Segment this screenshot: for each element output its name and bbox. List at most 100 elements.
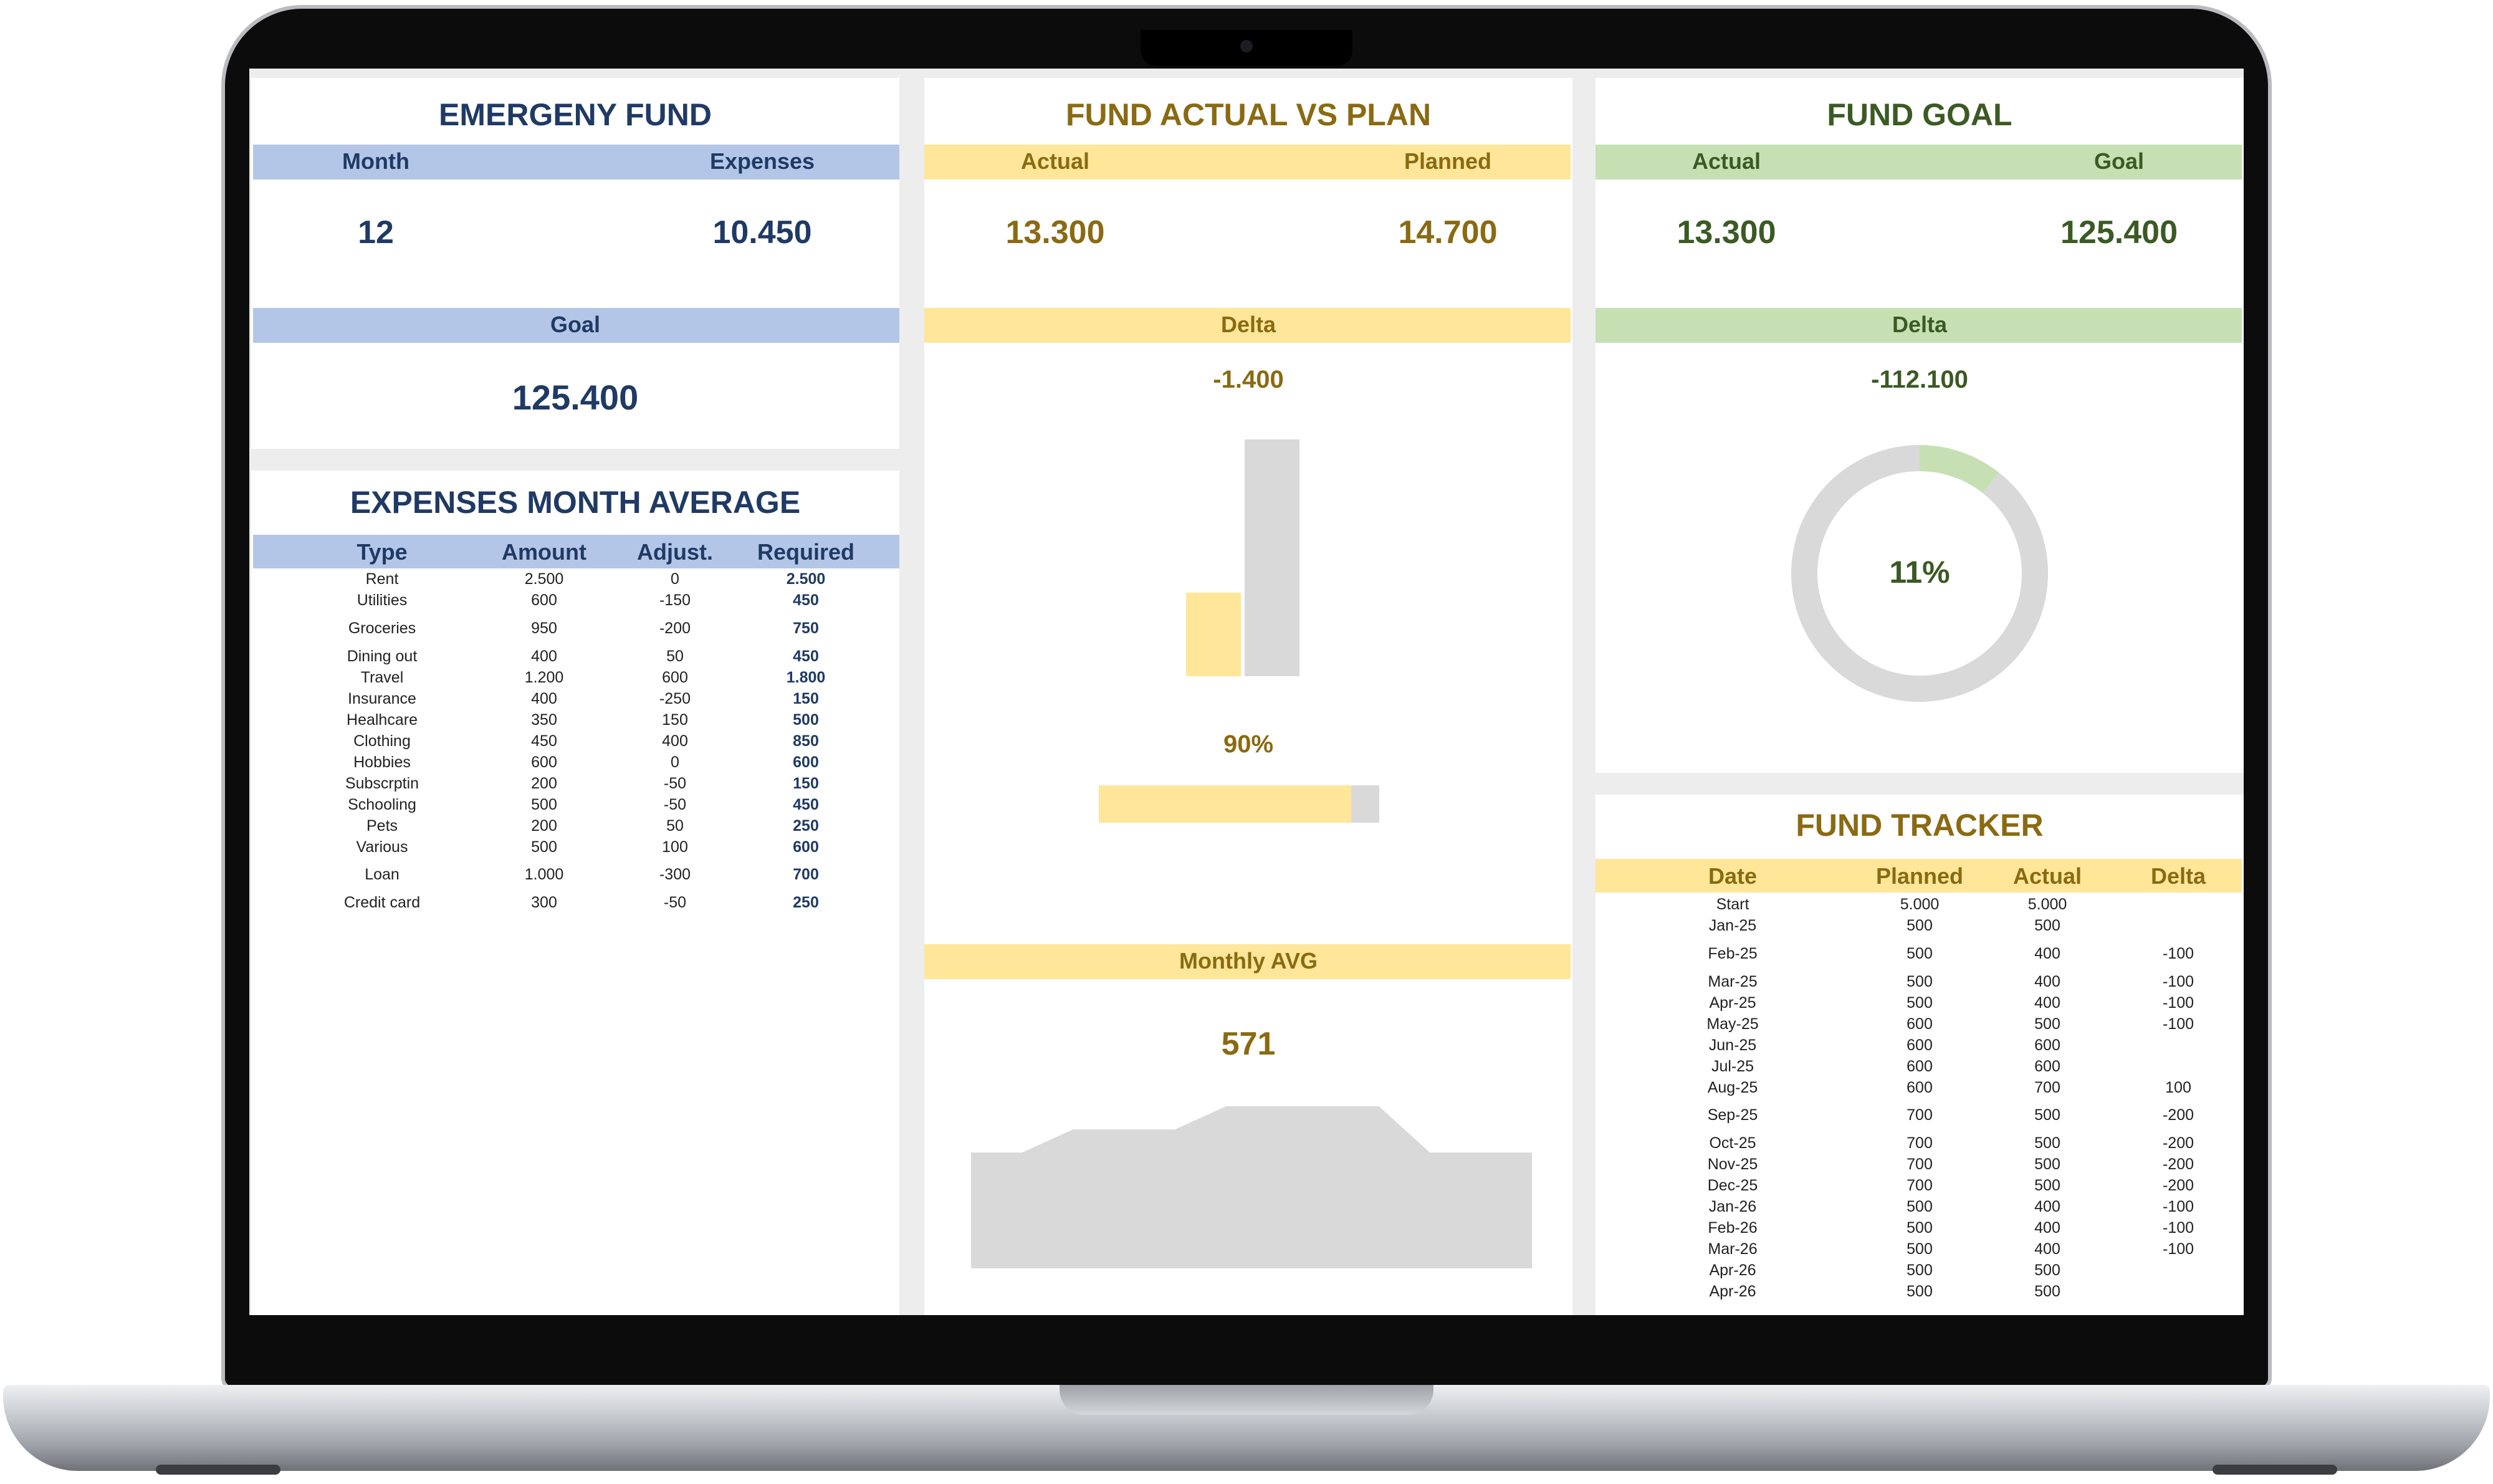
adjust-cell: -50	[663, 796, 687, 813]
date-cell: May-25	[1706, 1015, 1759, 1033]
expenses-average-panel: EXPENSES MONTH AVERAGE Type Amount Adjus…	[251, 471, 899, 1315]
date-cell: Jul-25	[1711, 1058, 1754, 1075]
table-row: Feb-26 500 400 -100	[1596, 1219, 2244, 1238]
delta-cell: -100	[2162, 994, 2194, 1012]
expenses-label: Expenses	[709, 148, 815, 174]
goal-actual-value: 13.300	[1677, 214, 1776, 251]
actual-cell: 600	[2034, 1036, 2060, 1054]
adjust-cell: -50	[663, 775, 687, 792]
tracker-col-date: Date	[1708, 863, 1758, 889]
delta-cell: -200	[2162, 1134, 2194, 1152]
delta-cell: -200	[2162, 1106, 2194, 1124]
expenses-table: Rent 2.500 0 2.500 Utilities 600 -150 450 Groc…	[251, 570, 899, 1019]
planned-cell: 500	[1907, 945, 1933, 962]
monthly-avg-header-bar	[924, 944, 1571, 979]
type-cell: Schooling	[348, 796, 416, 813]
table-row: Pets 200 50 250	[251, 817, 899, 836]
amount-cell: 500	[531, 838, 557, 856]
delta-cell: -100	[2162, 1198, 2194, 1215]
laptop-foot-left	[156, 1465, 280, 1475]
date-cell: Feb-25	[1708, 945, 1758, 962]
col-required: Required	[757, 539, 855, 565]
tracker-col-delta: Delta	[2150, 863, 2206, 889]
donut-slice-actual	[1919, 445, 1999, 494]
goal-label: Goal	[550, 312, 600, 337]
planned-cell: 600	[1907, 1015, 1933, 1033]
required-cell: 600	[793, 838, 819, 856]
planned-cell: 500	[1907, 1219, 1933, 1237]
actual-cell: 500	[2034, 1177, 2060, 1194]
delta-value: -1.400	[1213, 366, 1284, 393]
delta-cell: -100	[2162, 945, 2194, 962]
actual-value: 13.300	[1005, 214, 1105, 251]
actual-cell: 500	[2034, 1261, 2060, 1279]
table-row: Groceries 950 -200 750	[251, 620, 899, 638]
table-row: Subscrptin 200 -50 150	[251, 775, 899, 793]
delta-cell: 100	[2165, 1079, 2191, 1096]
date-cell: Feb-26	[1708, 1219, 1758, 1237]
monthly-area	[971, 1106, 1532, 1268]
amount-cell: 350	[531, 711, 557, 729]
laptop-foot-right	[2213, 1465, 2337, 1475]
required-cell: 150	[793, 775, 819, 792]
laptop-hinge-notch	[1060, 1385, 1433, 1415]
type-cell: Loan	[365, 866, 400, 883]
required-cell: 450	[793, 591, 819, 609]
actual-cell: 500	[2034, 1283, 2060, 1300]
expenses-value: 10.450	[712, 214, 812, 251]
tracker-header-bar	[1596, 859, 2242, 893]
delta-cell: -100	[2162, 1015, 2194, 1033]
month-label: Month	[342, 148, 409, 174]
planned-bar	[1245, 439, 1299, 676]
planned-cell: 700	[1907, 1106, 1933, 1124]
type-cell: Various	[356, 838, 408, 856]
delta-label: Delta	[1220, 312, 1276, 337]
date-cell: Mar-25	[1708, 973, 1758, 990]
table-row: Apr-26 500 500	[1596, 1283, 2244, 1301]
table-row: Oct-25 700 500 -200	[1596, 1134, 2244, 1153]
table-row: Clothing 450 400 850	[251, 732, 899, 751]
adjust-cell: 150	[662, 711, 688, 729]
col-amount: Amount	[502, 539, 586, 565]
date-cell: Jan-25	[1708, 917, 1757, 934]
actual-bar	[1186, 592, 1241, 676]
actual-cell: 400	[2034, 945, 2060, 962]
actual-cell: 500	[2034, 1156, 2060, 1173]
fund-goal-panel: FUND GOAL Actual Goal 13.300 125.400 Del…	[1596, 78, 2244, 773]
emergency-header-bar	[253, 145, 899, 180]
dashboard-screen: EMERGENY FUND Month Expenses 12 10.450 G…	[249, 69, 2244, 1315]
fund-tracker-title: FUND TRACKER	[1796, 808, 2044, 843]
actual-cell: 500	[2034, 917, 2060, 934]
delta-cell: -200	[2162, 1156, 2194, 1173]
amount-cell: 1.000	[524, 866, 564, 883]
adjust-cell: 0	[671, 754, 679, 771]
goal-value: 125.400	[512, 378, 639, 417]
date-cell: Start	[1716, 896, 1749, 913]
delta-cell: -100	[2162, 973, 2194, 990]
adjust-cell: 50	[666, 648, 684, 665]
goal-goal-label: Goal	[2093, 148, 2144, 174]
table-row: Sep-25 700 500 -200	[1596, 1106, 2244, 1125]
date-cell: Jan-26	[1708, 1198, 1757, 1215]
table-row: Various 500 100 600	[251, 838, 899, 857]
date-cell: Jun-25	[1708, 1036, 1757, 1054]
required-cell: 250	[793, 894, 819, 911]
adjust-cell: 50	[666, 817, 684, 835]
progress-bar-chart	[1099, 785, 1379, 823]
delta-cell: -100	[2162, 1219, 2194, 1237]
table-row: Jan-25 500 500	[1596, 917, 2244, 936]
table-row: Dec-25 700 500 -200	[1596, 1177, 2244, 1195]
amount-cell: 2.500	[524, 570, 564, 588]
planned-value: 14.700	[1398, 214, 1498, 251]
expenses-table-header-bar	[253, 535, 899, 568]
amount-cell: 600	[531, 754, 557, 771]
required-cell: 600	[793, 754, 819, 771]
month-value: 12	[358, 214, 394, 251]
fund-goal-header-bar	[1596, 145, 2242, 180]
actual-cell: 400	[2034, 1240, 2060, 1258]
required-cell: 700	[793, 866, 819, 883]
date-cell: Aug-25	[1707, 1079, 1758, 1096]
required-cell: 500	[793, 711, 819, 729]
table-row: Utilities 600 -150 450	[251, 591, 899, 610]
amount-cell: 200	[531, 817, 557, 835]
